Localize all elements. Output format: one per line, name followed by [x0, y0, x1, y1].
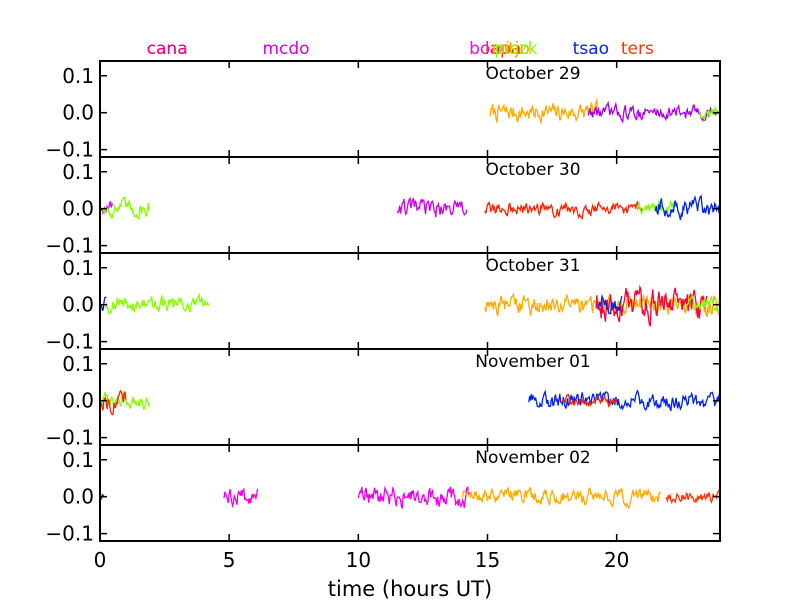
- series-line: [223, 487, 259, 509]
- series-line: [561, 393, 618, 408]
- site-label: cana: [147, 39, 188, 59]
- series-line: [698, 105, 720, 122]
- site-label: mcdo: [262, 39, 309, 59]
- series-group: [100, 284, 720, 327]
- panel: 0.1 0.0 −0.1 November 01: [45, 348, 721, 450]
- series-line: [102, 196, 150, 221]
- y-tick-label: 0.0: [62, 389, 94, 413]
- panel-title: November 02: [475, 448, 590, 468]
- panel-title: October 30: [485, 160, 580, 180]
- panel-frame: [99, 60, 721, 158]
- site-label: piszk: [494, 39, 537, 59]
- y-tick-label: 0.1: [62, 256, 94, 280]
- site-label: boao: [469, 39, 511, 59]
- site-label: tsao: [573, 39, 609, 59]
- series-group: [100, 485, 720, 510]
- y-tick-label: −0.1: [45, 234, 94, 258]
- panel: 0.1 0.0 −0.1 October 31: [45, 252, 721, 354]
- y-tick-label: 0.1: [62, 160, 94, 184]
- series-group: [489, 97, 720, 124]
- y-tick-label: 0.1: [62, 352, 94, 376]
- y-tick-label: 0.1: [62, 448, 94, 472]
- series-line: [100, 201, 114, 216]
- y-tick-label: 0.0: [62, 197, 94, 221]
- x-tick-label: 0: [94, 548, 107, 572]
- y-tick-label: −0.1: [45, 522, 94, 546]
- y-tick-label: 0.1: [62, 64, 94, 88]
- site-label: ters: [621, 39, 654, 59]
- site-label: lapa: [485, 39, 521, 59]
- series-line: [461, 485, 662, 510]
- y-tick-label: 0.0: [62, 293, 94, 317]
- panel-title: October 31: [485, 256, 580, 276]
- x-tick-label: 15: [475, 548, 500, 572]
- series-group: [100, 194, 720, 221]
- site-label: cana: [147, 39, 188, 59]
- series-line: [357, 485, 470, 509]
- series-line: [100, 389, 127, 416]
- x-tick-label: 20: [604, 548, 629, 572]
- series-line: [489, 97, 600, 124]
- series-line: [595, 284, 708, 327]
- series-line: [100, 296, 107, 312]
- y-tick-label: −0.1: [45, 330, 94, 354]
- series-line: [528, 389, 720, 412]
- panel-title: October 29: [485, 64, 580, 84]
- x-tick-label: 10: [346, 548, 371, 572]
- series-line: [484, 200, 644, 220]
- series-line: [104, 292, 210, 316]
- series-line: [396, 196, 468, 218]
- y-tick-label: −0.1: [45, 138, 94, 162]
- panel: 0.1 0.0 −0.1 November 02: [45, 444, 721, 546]
- x-tick-label: 5: [223, 548, 236, 572]
- series-line: [587, 100, 718, 124]
- panel-title: November 01: [475, 352, 590, 372]
- y-tick-label: 0.0: [62, 485, 94, 509]
- panel-frame: [99, 444, 721, 542]
- series-line: [597, 293, 623, 315]
- y-tick-label: −0.1: [45, 426, 94, 450]
- panel-frame: [99, 348, 721, 446]
- site-label: mtjo: [492, 39, 530, 59]
- series-line: [654, 194, 720, 221]
- series-line: [685, 294, 720, 312]
- y-tick-label: 0.0: [62, 101, 94, 125]
- x-axis-label: time (hours UT): [328, 577, 492, 600]
- panel: 0.1 0.0 −0.1 October 30: [45, 156, 721, 258]
- series-line: [665, 487, 720, 505]
- series-group: [100, 389, 720, 416]
- panel: 0.1 0.0 −0.1 October 29: [45, 60, 721, 162]
